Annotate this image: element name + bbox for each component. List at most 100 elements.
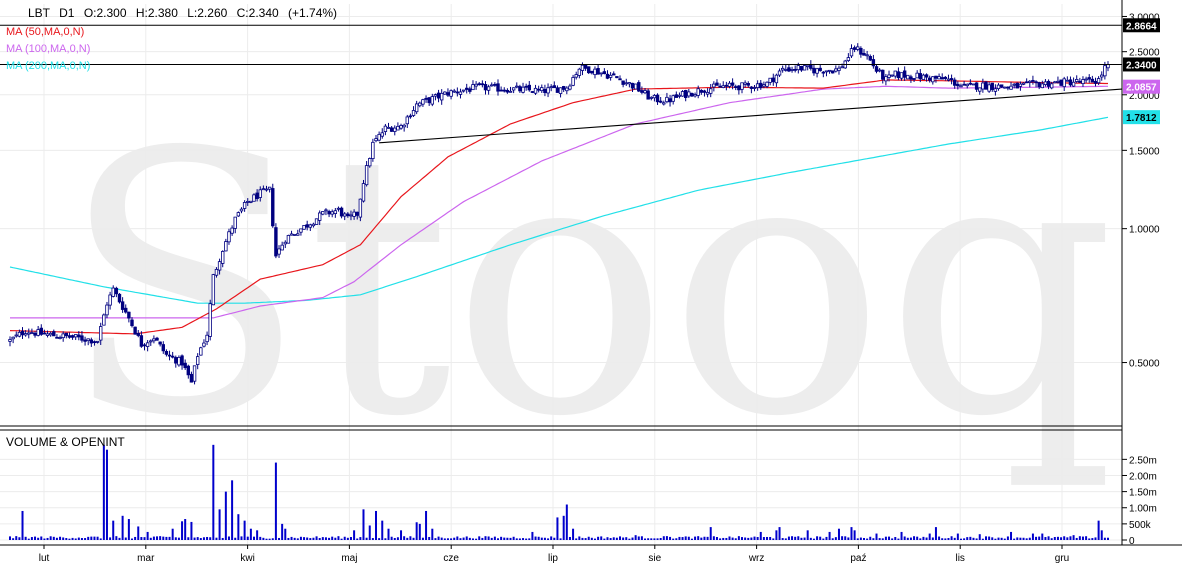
candle-up — [599, 72, 603, 75]
time-tick-label: maj — [341, 553, 357, 564]
candle-up — [386, 126, 391, 129]
volume-bar — [715, 537, 718, 540]
volume-bar — [18, 537, 21, 540]
volume-bar — [909, 537, 912, 540]
volume-bar — [797, 536, 800, 540]
candle-down — [170, 355, 175, 358]
candle-down — [1068, 79, 1073, 86]
candle-down — [117, 293, 122, 303]
ma200-line — [9, 116, 1109, 304]
volume-bar — [863, 537, 865, 540]
candle-down — [186, 365, 191, 376]
volume-bar — [271, 538, 274, 540]
price-tags: 2.8664 2.3400 2.0857 1.7812 — [1123, 18, 1160, 125]
volume-bar — [809, 537, 812, 540]
candle-down — [674, 94, 679, 98]
candle-up — [1071, 81, 1076, 87]
candle-up — [343, 213, 347, 217]
volume-bar — [925, 537, 928, 540]
volume-bar — [393, 537, 396, 540]
volume-bar — [165, 536, 168, 540]
volume-bar — [459, 538, 462, 540]
volume-bar — [96, 536, 99, 540]
volume-bar — [90, 536, 93, 540]
volume-bar — [49, 536, 52, 540]
candle-up — [740, 82, 744, 90]
candle-up — [452, 90, 456, 93]
candle-up — [311, 223, 316, 227]
candle-up — [471, 84, 475, 91]
candle-up — [946, 78, 951, 81]
candle-up — [30, 332, 34, 334]
volume-bar — [969, 536, 972, 540]
candle-up — [721, 85, 725, 88]
volume-bar — [1097, 520, 1100, 540]
candle-up — [802, 65, 807, 71]
volume-bar — [759, 531, 762, 540]
candle-down — [868, 56, 872, 61]
candle-down — [602, 71, 607, 75]
time-tick-label: cze — [443, 553, 459, 564]
candle-down — [561, 86, 566, 90]
volume-bar — [665, 536, 668, 540]
candle-up — [73, 334, 78, 338]
volume-bar — [503, 537, 506, 540]
candle-down — [630, 82, 635, 89]
candle-down — [70, 335, 75, 338]
candle-down — [999, 84, 1004, 88]
candle-down — [67, 335, 72, 338]
candle-up — [221, 251, 225, 264]
volume-bar — [1000, 537, 1003, 540]
candle-up — [993, 88, 998, 92]
volume-bar — [193, 537, 196, 540]
volume-bar — [146, 531, 149, 540]
volume-bar — [318, 538, 321, 540]
volume-bar — [593, 538, 596, 540]
candle-down — [658, 100, 663, 103]
volume-bar — [1103, 537, 1106, 540]
volume-bar — [778, 527, 781, 540]
volume-bar — [187, 537, 190, 540]
candle-up — [849, 48, 854, 57]
volume-bar — [1016, 537, 1019, 540]
candle-down — [934, 75, 938, 79]
candle-down — [918, 73, 923, 80]
candle-down — [943, 76, 948, 79]
candle-up — [23, 333, 28, 336]
volume-bar — [1085, 536, 1088, 540]
volume-bar — [174, 537, 177, 540]
candle-down — [909, 76, 913, 80]
volume-bar — [112, 520, 115, 540]
volume-bar — [800, 537, 803, 540]
candle-up — [371, 141, 375, 159]
candle-up — [61, 333, 65, 339]
volume-bar — [787, 536, 790, 540]
candle-up — [540, 87, 544, 92]
volume-bar — [518, 538, 521, 540]
candle-up — [330, 211, 334, 215]
candle-down — [499, 89, 503, 92]
volume-bar — [997, 537, 1000, 540]
volume-bar — [672, 538, 675, 540]
candle-down — [821, 71, 826, 74]
price-tick-label: 3.0000 — [1129, 12, 1160, 23]
volume-bar — [1066, 537, 1069, 540]
volume-bar — [415, 522, 418, 540]
candle-up — [149, 340, 153, 343]
volume-bar — [68, 538, 71, 540]
volume-bar — [278, 537, 281, 540]
volume-bar — [644, 538, 647, 540]
volume-bar — [690, 538, 693, 540]
candle-up — [249, 200, 253, 203]
volume-bar — [80, 538, 83, 540]
candle-up — [145, 342, 150, 347]
candle-up — [202, 342, 206, 347]
volume-bar — [431, 528, 434, 540]
volume-bar — [290, 536, 293, 540]
candle-up — [358, 198, 363, 218]
candle-down — [446, 92, 450, 96]
candle-down — [455, 91, 460, 94]
candle-down — [718, 85, 722, 88]
volume-bar — [975, 538, 978, 540]
